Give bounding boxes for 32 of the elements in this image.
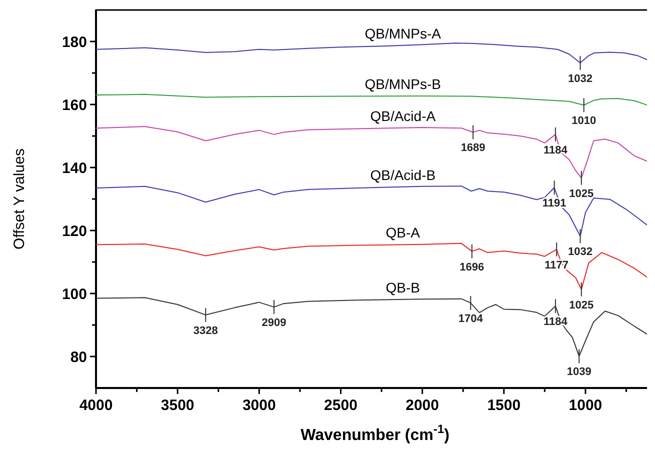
series-label: QB-A	[386, 224, 421, 241]
x-tick-label: 4000	[79, 397, 113, 414]
y-tick-label: 140	[62, 160, 87, 177]
annotation: 1039	[566, 366, 592, 378]
series-label: QB/MNPs-A	[364, 25, 442, 42]
y-tick-label: 160	[62, 96, 87, 114]
annotation: 1689	[460, 142, 486, 154]
annotation: 2909	[262, 317, 286, 330]
series-label: QB-B	[386, 279, 420, 296]
x-tick-label: 3000	[242, 397, 276, 414]
annotation: 1032	[568, 72, 592, 85]
annotation: 1696	[460, 261, 484, 274]
series-label: QB/Acid-A	[370, 108, 436, 124]
x-tick-label: 3500	[160, 397, 194, 414]
y-tick-label: 120	[62, 222, 87, 240]
annotation: 1025	[569, 299, 594, 312]
x-tick-label: 2000	[406, 397, 440, 414]
x-tick-label: 1500	[487, 397, 521, 414]
y-tick-label: 180	[62, 34, 87, 51]
x-tick-label: 1000	[568, 397, 602, 414]
annotation: 1025	[569, 188, 594, 200]
x-axis-title: Wavenumber (cm$^{-1}$)	[300, 422, 450, 444]
y-tick-label: 100	[62, 286, 87, 303]
annotation: 1032	[568, 246, 592, 258]
series-label: QB/Acid-B	[370, 166, 436, 183]
y-tick-label: 80	[70, 348, 87, 366]
x-tick-label: 2500	[324, 397, 358, 414]
annotation: 1010	[572, 115, 596, 128]
annotation: 3328	[193, 324, 218, 337]
annotation: 1704	[458, 312, 484, 325]
series-label: QB/MNPs-B	[364, 76, 442, 92]
y-axis-title: Offset Y values	[11, 148, 28, 250]
